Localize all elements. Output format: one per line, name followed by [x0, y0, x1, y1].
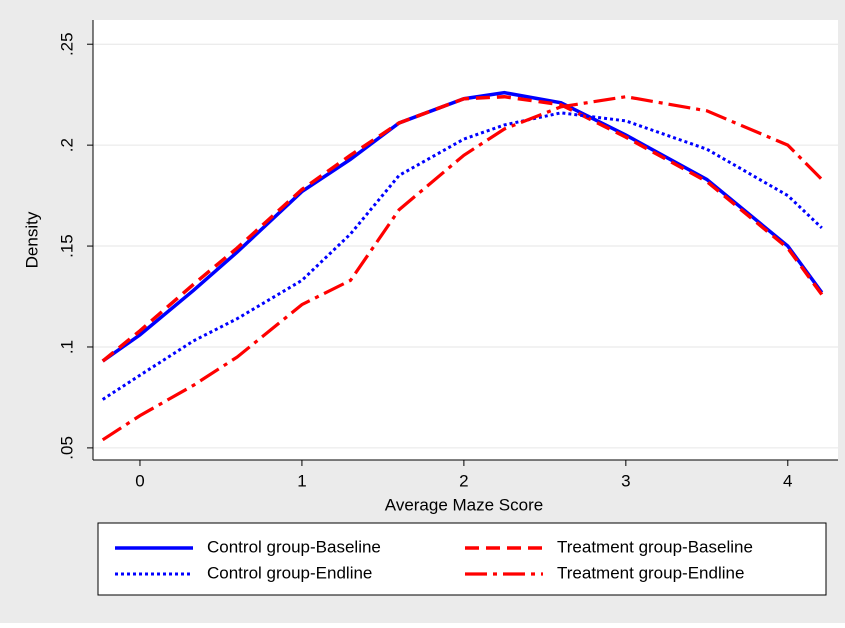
x-tick-label: 4 [783, 471, 792, 490]
y-tick-label: .15 [57, 234, 76, 258]
y-tick-label: .25 [57, 32, 76, 56]
line-series [101, 94, 824, 363]
plot-area [93, 20, 838, 460]
y-tick-label: .2 [57, 138, 76, 152]
line-series [101, 90, 824, 363]
y-tick-label: .05 [57, 436, 76, 460]
line-series [101, 95, 823, 442]
line-series [101, 111, 823, 401]
x-tick-label: 1 [297, 471, 306, 490]
x-tick-label: 3 [621, 471, 630, 490]
legend [97, 522, 827, 596]
y-tick-label: .1 [57, 340, 76, 354]
y-axis-title: Density [22, 211, 41, 268]
legend-label: Control group-Baseline [207, 537, 381, 556]
legend-label: Treatment group-Endline [557, 563, 744, 582]
x-tick-label: 0 [135, 471, 144, 490]
legend-label: Treatment group-Baseline [557, 537, 753, 556]
x-tick-label: 2 [459, 471, 468, 490]
x-axis-title: Average Maze Score [385, 495, 543, 514]
legend-label: Control group-Endline [207, 563, 372, 582]
